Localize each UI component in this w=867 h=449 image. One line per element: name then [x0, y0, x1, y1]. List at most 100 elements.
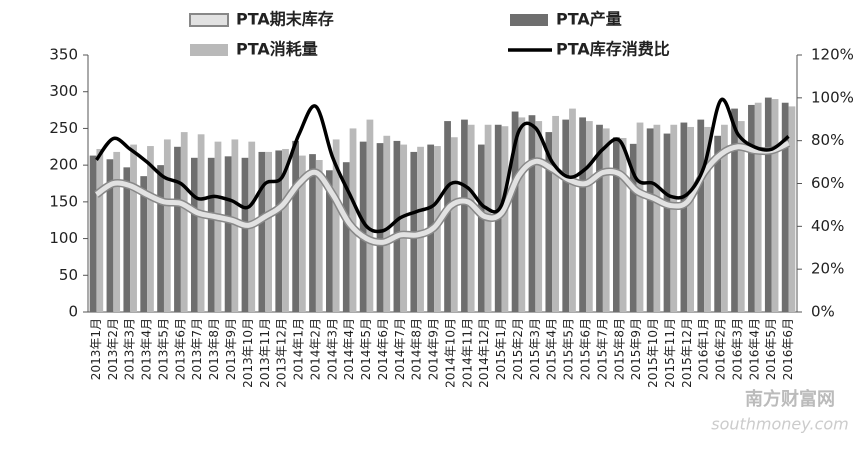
bar — [636, 122, 644, 312]
bar — [224, 156, 232, 312]
bar — [687, 126, 695, 313]
bar — [417, 146, 424, 312]
bar — [771, 99, 779, 312]
watermark-sub: southmoney.com — [711, 415, 849, 434]
x-tick-label: 2015年2月 — [511, 318, 525, 380]
bar — [349, 128, 357, 312]
bar — [619, 137, 627, 312]
legend-label: PTA期末库存 — [236, 10, 334, 29]
x-tick-label: 2013年2月 — [106, 318, 120, 380]
x-tick-label: 2014年9月 — [427, 318, 441, 380]
bar — [528, 115, 536, 312]
y2-tick-label: 60% — [811, 174, 844, 192]
bar — [275, 150, 283, 312]
bar — [602, 128, 610, 312]
y2-tick-label: 20% — [811, 260, 844, 278]
bar — [309, 154, 316, 312]
bar — [89, 155, 97, 312]
bar — [157, 165, 164, 312]
y-tick-label: 50 — [59, 266, 78, 284]
x-tick-label: 2014年5月 — [359, 318, 373, 380]
bar — [130, 144, 137, 312]
bar — [123, 167, 131, 312]
x-tick-label: 2015年3月 — [528, 318, 542, 380]
bar — [174, 146, 181, 312]
y-tick-label: 100 — [49, 229, 78, 247]
y-tick-label: 150 — [49, 192, 78, 210]
bar — [663, 133, 671, 312]
bar — [477, 144, 485, 312]
bar — [511, 111, 519, 312]
bar — [737, 121, 745, 312]
bar — [315, 160, 323, 312]
x-tick-label: 2014年1月 — [292, 318, 306, 380]
bar — [147, 146, 154, 312]
bar — [299, 155, 306, 312]
x-tick-label: 2016年2月 — [714, 318, 728, 380]
bar — [383, 135, 391, 312]
bar — [629, 143, 637, 312]
bar — [326, 170, 333, 312]
y-tick-label: 350 — [49, 46, 78, 64]
legend-swatch — [190, 44, 228, 56]
bar — [764, 97, 772, 313]
x-tick-label: 2015年7月 — [595, 318, 609, 380]
bar — [612, 137, 620, 312]
x-tick-label: 2013年5月 — [156, 318, 170, 380]
bar — [552, 115, 559, 313]
bar — [518, 117, 526, 313]
bar — [106, 159, 114, 312]
watermark: 南方财富网 — [745, 388, 835, 410]
bar — [501, 126, 509, 313]
bar — [207, 157, 215, 312]
x-tick-label: 2015年6月 — [578, 318, 592, 380]
x-tick-label: 2015年9月 — [629, 318, 643, 380]
bar — [697, 119, 705, 312]
x-tick-label: 2013年1月 — [89, 318, 103, 380]
x-tick-label: 2014年12月 — [477, 318, 491, 388]
x-tick-label: 2014年6月 — [376, 318, 390, 380]
legend-swatch — [189, 13, 229, 27]
bar — [704, 126, 711, 313]
legend-swatch — [510, 14, 548, 26]
x-tick-label: 2015年12月 — [680, 318, 694, 388]
bar — [450, 137, 458, 312]
y2-tick-label: 100% — [811, 88, 854, 106]
bar — [258, 151, 266, 312]
x-tick-label: 2016年4月 — [747, 318, 761, 380]
bar — [653, 124, 661, 312]
bar — [376, 143, 384, 312]
bar — [748, 104, 755, 312]
line — [94, 140, 790, 245]
line — [95, 97, 790, 234]
bar — [535, 121, 543, 312]
y-tick-label: 200 — [49, 156, 78, 174]
x-tick-label: 2014年7月 — [393, 318, 407, 380]
x-tick-label: 2016年1月 — [697, 318, 711, 380]
x-tick-label: 2015年4月 — [545, 318, 559, 380]
bar — [265, 151, 273, 312]
y2-tick-label: 120% — [811, 46, 854, 64]
bar — [342, 162, 350, 312]
legend-label: PTA库存消费比 — [556, 40, 670, 59]
bar — [214, 141, 222, 312]
bar — [714, 135, 722, 312]
bar — [180, 132, 188, 312]
x-tick-label: 2015年10月 — [646, 318, 660, 388]
x-tick-label: 2014年8月 — [410, 318, 424, 380]
bar — [670, 124, 678, 312]
bar — [788, 106, 796, 313]
legend-label: PTA消耗量 — [236, 40, 318, 59]
bar — [781, 102, 789, 312]
y-tick-label: 250 — [49, 119, 78, 137]
bar — [241, 157, 249, 312]
x-tick-label: 2013年4月 — [140, 318, 154, 380]
bar — [140, 176, 148, 312]
bar — [190, 157, 198, 312]
x-tick-label: 2013年6月 — [173, 318, 187, 380]
legend-label: PTA产量 — [556, 10, 622, 29]
x-tick-label: 2014年11月 — [460, 318, 474, 388]
bar — [197, 134, 205, 312]
bar — [596, 124, 603, 312]
bar — [163, 139, 171, 312]
